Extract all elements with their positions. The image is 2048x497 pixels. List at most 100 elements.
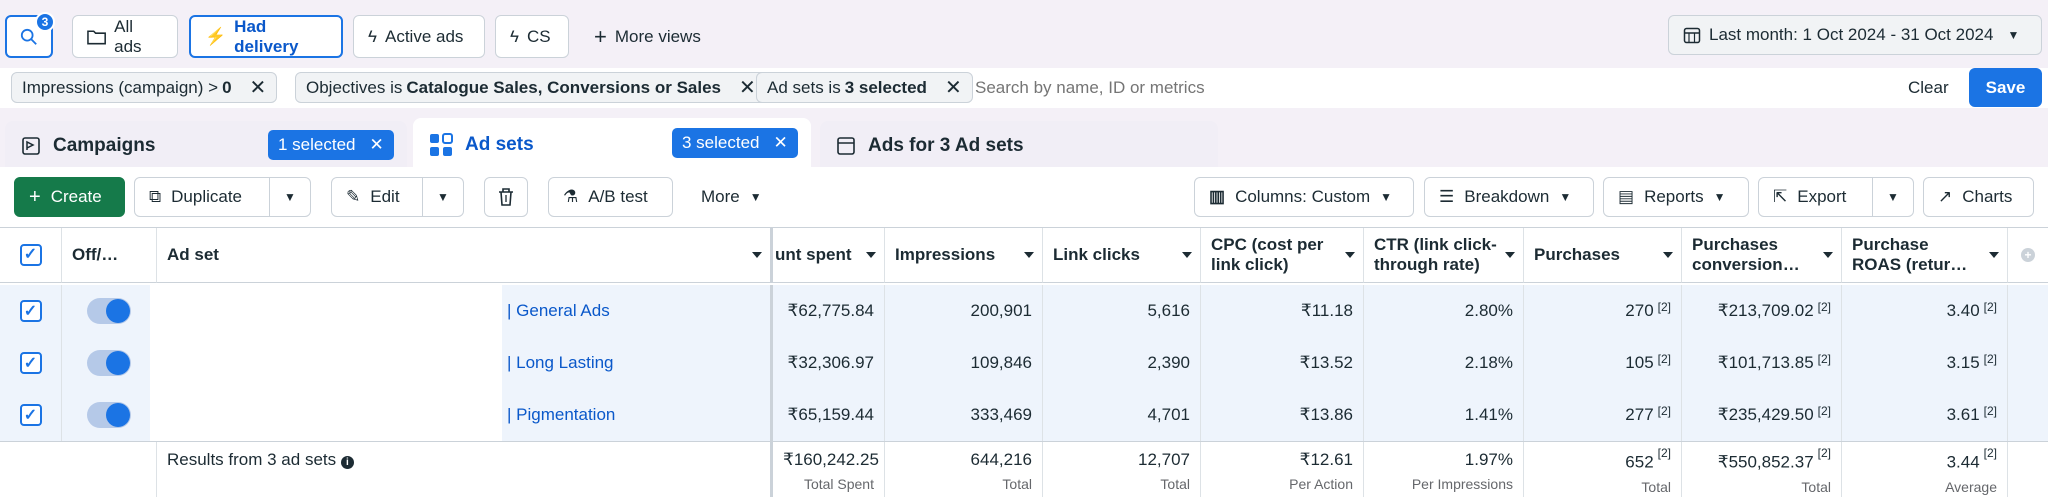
export-dropdown[interactable]: ▼ [1872, 177, 1914, 217]
header-purchases-value[interactable]: Purchases conversion… [1682, 228, 1842, 283]
header-adset[interactable]: Ad set [157, 228, 773, 283]
adset-name-cell[interactable]: | General Ads [157, 285, 773, 337]
adset-name-link[interactable]: | Long Lasting [507, 353, 614, 372]
row-checkbox-cell[interactable]: ✓ [0, 389, 62, 441]
search-input[interactable] [975, 72, 1475, 103]
filter-chip-impressions[interactable]: Impressions (campaign) > 0 ✕ [11, 72, 278, 103]
reports-button[interactable]: ▤ Reports ▼ [1603, 177, 1749, 217]
close-icon[interactable]: ✕ [773, 133, 788, 152]
close-icon[interactable]: ✕ [369, 135, 384, 154]
close-icon[interactable]: ✕ [739, 76, 756, 99]
delivery-toggle[interactable] [87, 402, 131, 428]
add-column-icon[interactable]: + [2021, 248, 2035, 262]
header-cpc[interactable]: CPC (cost per link click) [1201, 228, 1364, 283]
adset-name-link[interactable]: | General Ads [507, 301, 610, 320]
sort-icon[interactable] [1345, 252, 1355, 258]
sort-icon[interactable] [1989, 252, 1999, 258]
tab-campaigns[interactable]: Campaigns 1 selected ✕ [5, 121, 407, 171]
header-select-all[interactable]: ✓ [0, 228, 62, 283]
sort-icon[interactable] [1024, 252, 1034, 258]
header-add-column[interactable]: + [2008, 228, 2048, 283]
cell-value-value: ₹101,713.85 [1717, 353, 1814, 372]
row-checkbox[interactable]: ✓ [19, 352, 42, 374]
view-had-delivery-label: Had delivery [234, 16, 299, 56]
clear-button[interactable]: Clear [1908, 78, 1949, 97]
row-checkbox-cell[interactable]: ✓ [0, 337, 62, 389]
row-checkbox[interactable]: ✓ [19, 300, 42, 322]
cell-roas: 3.15 [2] [1842, 337, 2008, 389]
sort-icon[interactable] [1182, 252, 1192, 258]
export-button[interactable]: ⇱ Export [1758, 177, 1873, 217]
adset-name-cell[interactable]: | Pigmentation [157, 389, 773, 441]
header-label: unt spent [775, 245, 852, 264]
header-offon[interactable]: Off/… [62, 228, 157, 283]
info-icon[interactable]: i [340, 456, 354, 469]
ab-test-button[interactable]: ⚗ A/B test [548, 177, 673, 217]
footnote-ref: [2] [1983, 446, 1997, 460]
select-all-checkbox[interactable]: ✓ [19, 244, 42, 266]
cell-value: ₹235,429.50 [2] [1682, 389, 1842, 441]
save-button[interactable]: Save [1969, 68, 2042, 107]
delivery-toggle[interactable] [87, 298, 131, 324]
sort-icon[interactable] [752, 252, 762, 258]
view-all-ads[interactable]: All ads [72, 15, 178, 58]
lightning-icon: ϟ [368, 26, 377, 46]
charts-button[interactable]: ↗ Charts [1923, 177, 2034, 217]
row-checkbox[interactable]: ✓ [19, 404, 42, 426]
campaigns-selected-pill[interactable]: 1 selected ✕ [268, 130, 394, 160]
header-ctr[interactable]: CTR (link click-through rate) [1364, 228, 1524, 283]
breakdown-button[interactable]: ☰ Breakdown ▼ [1424, 177, 1594, 217]
sort-icon[interactable] [1663, 252, 1673, 258]
filter-chip-adsets[interactable]: Ad sets is 3 selected ✕ [756, 72, 973, 103]
filter-chip-text: Impressions (campaign) > [22, 77, 219, 97]
row-toggle-cell[interactable] [62, 389, 157, 441]
delete-button[interactable] [484, 177, 528, 217]
sort-icon[interactable] [866, 252, 876, 258]
breakdown-label: Breakdown [1464, 187, 1550, 206]
reports-label: Reports [1644, 187, 1704, 206]
header-purchases[interactable]: Purchases [1524, 228, 1682, 283]
sort-icon[interactable] [1823, 252, 1833, 258]
delivery-toggle[interactable] [87, 350, 131, 376]
view-cs[interactable]: ϟ CS [495, 15, 569, 58]
plus-icon: + [594, 23, 607, 49]
tab-adsets[interactable]: Ad sets 3 selected ✕ [413, 118, 811, 171]
more-button[interactable]: More ▼ [687, 177, 776, 217]
row-toggle-cell[interactable] [62, 285, 157, 337]
create-button[interactable]: + Create [14, 177, 125, 217]
header-roas[interactable]: Purchase ROAS (retur… [1842, 228, 2008, 283]
header-amount-spent[interactable]: unt spent [773, 228, 885, 283]
cell-purchases-value: 105 [1625, 353, 1654, 372]
tab-ads[interactable]: Ads for 3 Ad sets [820, 121, 1218, 171]
duplicate-button[interactable]: ⧉ Duplicate [134, 177, 270, 217]
filter-chip-objectives[interactable]: Objectives is Catalogue Sales, Conversio… [295, 72, 767, 103]
close-icon[interactable]: ✕ [249, 76, 267, 99]
edit-dropdown[interactable]: ▼ [422, 177, 464, 217]
more-views-button[interactable]: + More views [580, 15, 715, 58]
row-toggle-cell[interactable] [62, 337, 157, 389]
footer-value: 652 [1625, 452, 1654, 472]
header-link-clicks[interactable]: Link clicks [1043, 228, 1201, 283]
adset-name-cell[interactable]: | Long Lasting [157, 337, 773, 389]
cell-clicks-value: 5,616 [1147, 301, 1190, 320]
adsets-selected-pill[interactable]: 3 selected ✕ [672, 128, 798, 158]
folder-icon [87, 29, 106, 44]
cell-impressions-value: 109,846 [970, 353, 1032, 372]
pencil-icon: ✎ [346, 187, 361, 206]
header-impressions[interactable]: Impressions [885, 228, 1043, 283]
sort-icon[interactable] [1505, 252, 1515, 258]
view-active-ads[interactable]: ϟ Active ads [353, 15, 485, 58]
footnote-ref: [2] [1657, 446, 1671, 460]
chevron-down-icon: ▼ [284, 190, 296, 204]
duplicate-dropdown[interactable]: ▼ [269, 177, 311, 217]
adset-name-link[interactable]: | Pigmentation [507, 405, 616, 424]
date-range-picker[interactable]: Last month: 1 Oct 2024 - 31 Oct 2024 ▼ [1668, 15, 2042, 55]
footer-ctr: 1.97% Per Impressions [1364, 442, 1524, 497]
search-button[interactable]: 3 [5, 12, 55, 58]
edit-button[interactable]: ✎ Edit [331, 177, 423, 217]
row-checkbox-cell[interactable]: ✓ [0, 285, 62, 337]
chevron-down-icon: ▼ [1559, 190, 1572, 204]
close-icon[interactable]: ✕ [944, 76, 962, 99]
columns-button[interactable]: ▥ Columns: Custom ▼ [1194, 177, 1414, 217]
view-had-delivery[interactable]: ⚡ Had delivery [189, 15, 343, 58]
